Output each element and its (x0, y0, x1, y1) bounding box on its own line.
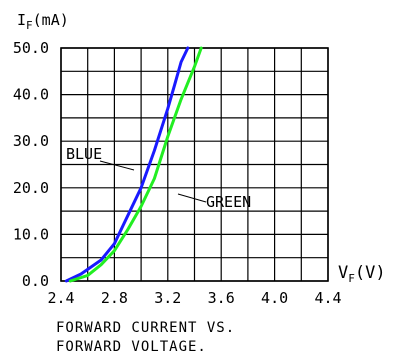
x-tick-label: 4.0 (261, 289, 288, 307)
y-tick-label: 30.0 (13, 132, 49, 150)
x-tick-label: 3.6 (208, 289, 235, 307)
x-tick-label: 2.8 (101, 289, 128, 307)
x-tick-labels: 2.4 2.8 3.2 3.6 4.0 4.4 (47, 289, 341, 307)
x-tick-label: 4.4 (314, 289, 341, 307)
x-axis-label: VF(V) (338, 263, 386, 285)
y-tick-label: 10.0 (13, 225, 49, 243)
series-lines (64, 46, 203, 283)
plot-frame (60, 47, 329, 282)
x-axis-label-unit: (V) (355, 263, 386, 283)
caption-line-2: FORWARD VOLTAGE. (56, 339, 207, 355)
series-label-blue: BLUE (66, 145, 102, 163)
y-axis-label-sub: F (26, 19, 33, 32)
y-tick-label: 0.0 (22, 272, 49, 290)
y-axis-label: IF(mA) (17, 11, 69, 32)
y-tick-label: 50.0 (13, 39, 49, 57)
x-axis-label-sub: F (348, 272, 355, 285)
y-axis-label-main: I (17, 11, 26, 29)
y-axis-label-unit: (mA) (33, 11, 69, 29)
series-label-blue-leader (99, 160, 135, 171)
y-tick-labels: 0.0 10.0 20.0 30.0 40.0 50.0 (13, 39, 49, 290)
caption-line-1: FORWARD CURRENT VS. (56, 320, 235, 336)
x-tick-label: 3.2 (154, 289, 181, 307)
series-label-green-leader (177, 193, 207, 203)
y-tick-label: 40.0 (13, 86, 49, 104)
grid (60, 47, 329, 282)
series-label-green: GREEN (206, 193, 251, 211)
series-line-green (68, 46, 203, 283)
x-tick-label: 2.4 (47, 289, 74, 307)
x-axis-label-main: V (338, 263, 348, 283)
y-tick-label: 20.0 (13, 179, 49, 197)
series-line-blue (64, 46, 190, 283)
